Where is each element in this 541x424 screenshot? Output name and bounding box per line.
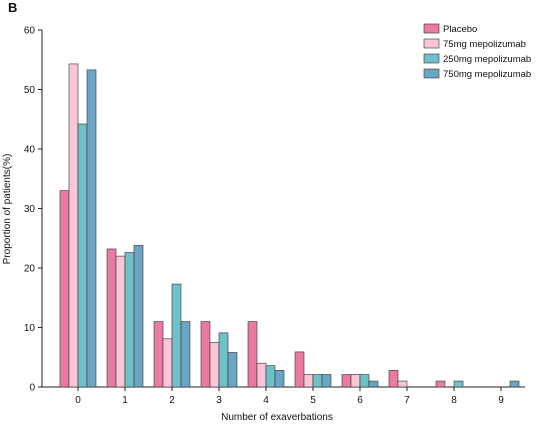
y-axis-label: Proportion of patients(%) — [2, 154, 13, 265]
bar — [256, 362, 267, 388]
y-tick-label: 10 — [24, 323, 36, 334]
x-tick-label: 3 — [216, 395, 222, 406]
x-tick-label: 6 — [357, 395, 363, 406]
bar — [59, 190, 70, 388]
bar — [106, 248, 117, 388]
y-tick-label: 60 — [24, 26, 36, 37]
y-tick-label: 30 — [24, 204, 36, 215]
y-tick-label: 50 — [24, 85, 36, 96]
bar — [200, 321, 211, 388]
bar — [209, 342, 220, 388]
bar — [162, 338, 173, 388]
legend-swatch — [423, 38, 440, 49]
bar — [350, 374, 361, 388]
panel-letter: B — [8, 0, 18, 15]
legend-label: 75mg mepolizumab — [443, 39, 526, 50]
bar — [453, 380, 464, 388]
bar — [227, 352, 238, 388]
x-tick-label: 1 — [122, 395, 128, 406]
bar — [509, 380, 520, 388]
y-tick-label: 0 — [29, 383, 35, 394]
bar — [312, 374, 323, 388]
legend-swatch — [423, 68, 440, 79]
bar — [86, 69, 97, 388]
x-tick-label: 7 — [404, 395, 410, 406]
x-axis-label: Number of exaverbations — [221, 412, 333, 423]
bar — [77, 123, 88, 388]
legend-swatch — [423, 23, 440, 34]
bar — [435, 380, 446, 388]
bar — [171, 283, 182, 388]
x-tick-label: 5 — [310, 395, 316, 406]
bar — [294, 351, 305, 388]
bar — [321, 374, 332, 388]
bar — [359, 374, 370, 388]
x-tick-label: 0 — [75, 395, 81, 406]
bar — [303, 374, 314, 388]
bar — [397, 380, 408, 388]
legend: Placebo 75mg mepolizumab 250mg mepolizumab… — [423, 23, 531, 80]
bar — [133, 245, 144, 388]
legend-label: Placebo — [443, 24, 477, 35]
bar — [153, 321, 164, 388]
x-tick-label: 4 — [263, 395, 269, 406]
y-tick-label: 40 — [24, 145, 36, 156]
bar — [247, 321, 258, 388]
bar — [265, 365, 276, 388]
bar — [368, 380, 379, 388]
y-tick-label: 20 — [24, 264, 36, 275]
y-tick-labels: 0 10 20 30 40 50 60 — [24, 26, 36, 394]
bars — [59, 63, 520, 388]
x-tick-labels: 0 1 2 3 4 5 6 7 8 9 — [75, 395, 504, 406]
bar — [218, 332, 229, 388]
bar — [68, 63, 79, 388]
legend-swatch — [423, 53, 440, 64]
x-tick-label: 2 — [169, 395, 175, 406]
bar — [180, 321, 191, 388]
legend-label: 750mg mepolizumab — [443, 69, 531, 80]
x-tick-label: 8 — [451, 395, 457, 406]
legend-label: 250mg mepolizumab — [443, 54, 531, 65]
x-tick-label: 9 — [498, 395, 504, 406]
bar — [124, 252, 135, 388]
bar — [341, 374, 352, 388]
bar — [388, 370, 399, 388]
bar — [274, 370, 285, 388]
bar — [115, 255, 126, 388]
